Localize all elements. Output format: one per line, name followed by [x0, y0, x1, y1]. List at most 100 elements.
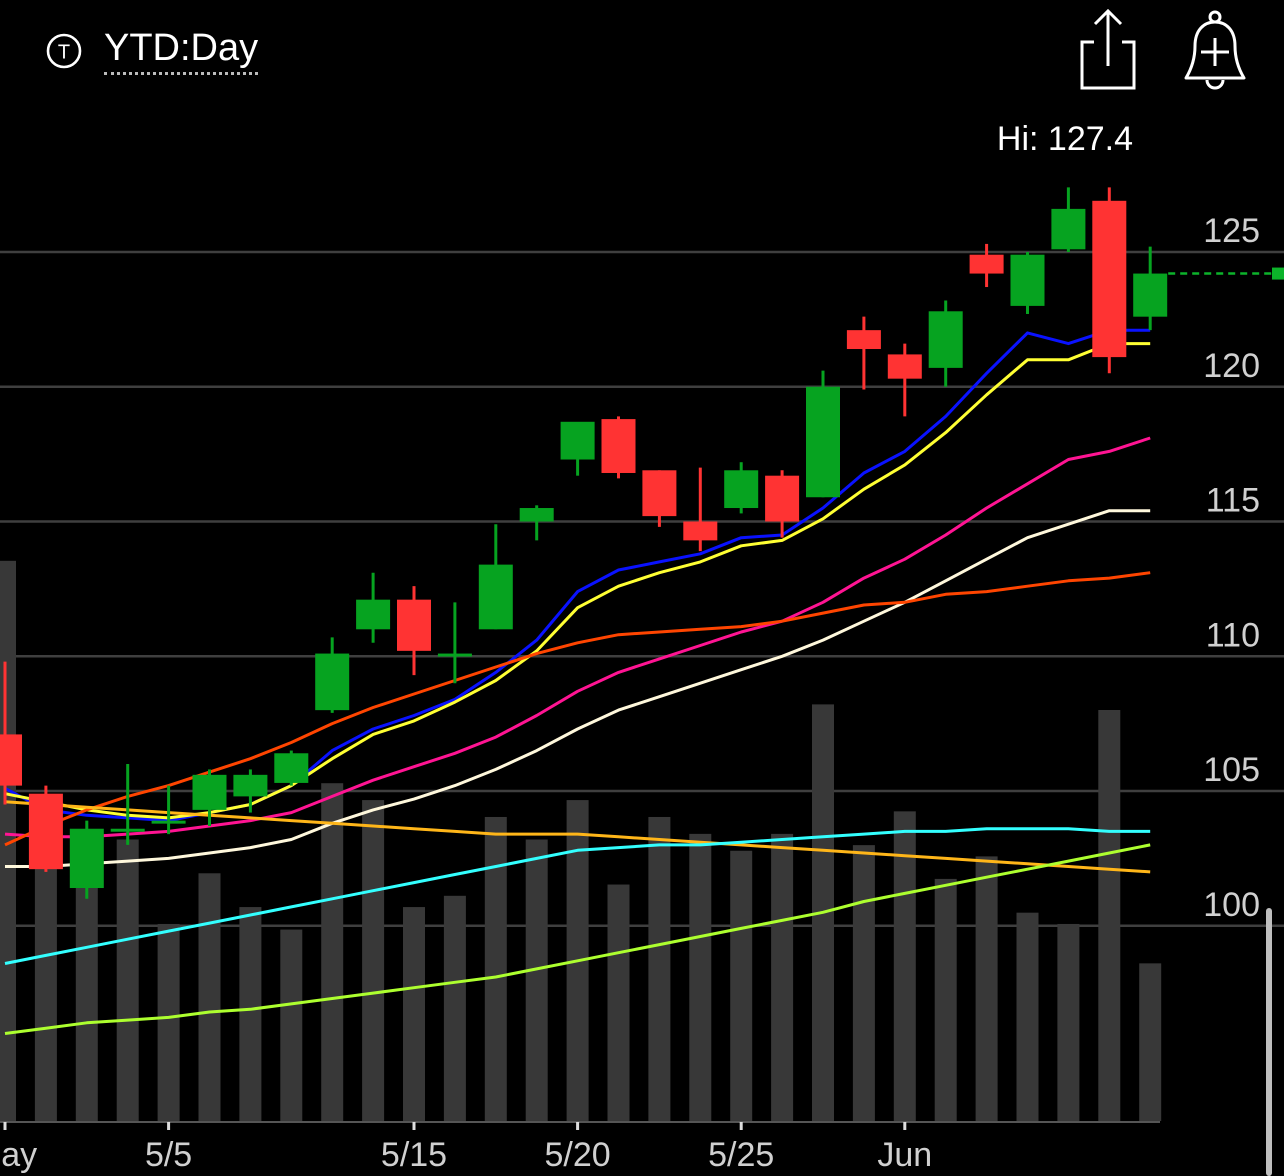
- price-tick-label: 105: [1203, 751, 1260, 789]
- candle: [969, 243, 1004, 288]
- candle-body: [233, 774, 268, 797]
- candle-body: [356, 599, 391, 630]
- indicator-line: [4, 827, 1151, 965]
- share-icon[interactable]: [1070, 8, 1146, 94]
- volume-bar: [403, 907, 425, 1121]
- candle-body: [601, 419, 636, 473]
- candle-body: [806, 386, 840, 498]
- candle: [0, 661, 22, 805]
- candle: [110, 764, 145, 845]
- volume-bar: [893, 811, 916, 1121]
- volume-bar: [116, 839, 139, 1121]
- candle-body: [560, 421, 595, 460]
- volume-bar: [280, 929, 303, 1121]
- candle: [1133, 246, 1168, 331]
- date-tick-label: 5/15: [381, 1136, 447, 1174]
- volume-bars: [0, 560, 1162, 1121]
- price-tick-label: 125: [1203, 212, 1260, 250]
- candle: [69, 820, 104, 899]
- timeframe-t-icon: T: [46, 33, 82, 68]
- candle: [151, 785, 186, 835]
- candle-body: [28, 793, 63, 870]
- candle-body: [315, 653, 350, 711]
- volume-bar: [1057, 923, 1080, 1121]
- indicator-line: [4, 436, 1151, 839]
- volume-bar: [239, 907, 262, 1121]
- price-axis: 125 120 115 110 105 100: [1203, 212, 1260, 924]
- volume-bar: [975, 856, 998, 1121]
- candle-body: [192, 774, 227, 810]
- candle-body: [887, 354, 922, 379]
- candle-body: [1092, 200, 1127, 358]
- volume-bar: [525, 839, 548, 1121]
- candles: [0, 187, 1168, 899]
- scrollbar[interactable]: [1266, 908, 1272, 1176]
- indicator-line: [5, 509, 1151, 868]
- volume-bar: [198, 873, 221, 1121]
- date-tick-label: 5/20: [545, 1136, 611, 1174]
- candle-body: [437, 653, 472, 657]
- candle: [437, 602, 472, 684]
- candle: [315, 637, 350, 713]
- indicator-line: [4, 342, 1151, 820]
- candle: [233, 769, 268, 813]
- price-tick-label: 110: [1206, 616, 1260, 654]
- candle: [356, 572, 391, 643]
- candle-body: [969, 254, 1004, 274]
- volume-bar: [443, 895, 466, 1121]
- candle: [1010, 252, 1045, 314]
- candle: [683, 467, 718, 552]
- candle: [1051, 187, 1086, 252]
- timeframe-label[interactable]: YTD:Day: [104, 26, 259, 75]
- candle: [806, 370, 840, 498]
- candle: [28, 785, 63, 872]
- volume-bar: [771, 833, 794, 1121]
- candle-body: [765, 475, 800, 522]
- price-tick-label: 115: [1206, 482, 1260, 520]
- date-tick-label: 5/5: [145, 1136, 192, 1174]
- candle-body: [642, 470, 677, 517]
- candle: [642, 470, 677, 527]
- chart-header: T YTD:Day: [0, 0, 1284, 110]
- indicator-line: [4, 843, 1151, 1035]
- candle: [724, 462, 759, 514]
- candle-body: [151, 820, 186, 824]
- candle: [765, 470, 800, 538]
- date-tick-label: 5/25: [708, 1136, 774, 1174]
- candle-body: [724, 470, 759, 509]
- candle: [887, 343, 922, 417]
- candle: [192, 769, 227, 827]
- bell-plus-icon[interactable]: [1176, 8, 1254, 94]
- candle: [397, 586, 431, 676]
- timeframe-selector[interactable]: T YTD:Day: [46, 26, 259, 75]
- volume-bar: [934, 878, 957, 1121]
- candle: [274, 750, 309, 786]
- volume-bar: [689, 833, 712, 1121]
- last-price-tag: [1272, 267, 1284, 280]
- volume-bar: [1098, 710, 1121, 1121]
- date-tick-label: May: [0, 1136, 37, 1174]
- candle: [601, 416, 636, 479]
- candle-body: [1051, 208, 1086, 250]
- candle-body: [274, 753, 309, 783]
- date-axis: May 5/5 5/15 5/20 5/25 Jun: [0, 1121, 1160, 1174]
- candle-body: [397, 599, 431, 651]
- candle-body: [1133, 273, 1168, 317]
- candle-body: [69, 828, 104, 889]
- indicator-line: [4, 800, 1151, 874]
- candle-body: [1010, 254, 1045, 306]
- volume-bar: [852, 845, 875, 1121]
- volume-bar: [1016, 912, 1039, 1121]
- volume-bar: [34, 850, 57, 1121]
- candle: [560, 421, 595, 476]
- candle-body: [478, 564, 513, 630]
- candle-body: [683, 521, 718, 541]
- volume-bar: [730, 850, 753, 1121]
- candle: [478, 524, 513, 630]
- candle: [928, 300, 963, 387]
- volume-bar: [607, 884, 630, 1121]
- moving-average-lines: [4, 328, 1151, 1035]
- candle-body: [110, 828, 145, 832]
- candle-body: [928, 311, 963, 368]
